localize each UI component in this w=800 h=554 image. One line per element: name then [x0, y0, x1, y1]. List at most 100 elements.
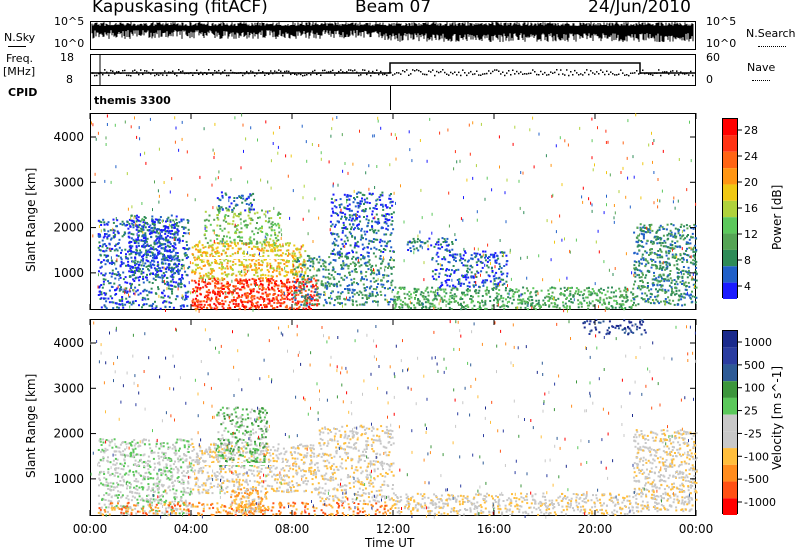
data-cell — [103, 229, 106, 232]
cpid-divider-left — [90, 86, 91, 110]
data-cell — [178, 241, 181, 244]
data-cell — [278, 301, 281, 304]
data-cell — [261, 297, 264, 300]
noise-cell — [657, 178, 659, 181]
data-cell — [538, 305, 541, 307]
data-cell — [442, 241, 445, 243]
data-cell — [334, 271, 337, 273]
data-cell — [356, 223, 359, 226]
data-cell — [267, 278, 270, 281]
data-cell — [534, 305, 536, 308]
data-cell — [691, 236, 694, 239]
noise-cell — [205, 278, 206, 282]
noise-cell — [581, 195, 583, 199]
data-cell — [363, 203, 365, 205]
data-cell — [180, 282, 183, 285]
data-cell — [671, 287, 673, 290]
data-cell — [224, 285, 227, 288]
data-cell — [114, 277, 117, 280]
noise-cell — [390, 132, 392, 136]
data-cell — [256, 283, 258, 286]
data-cell — [120, 286, 122, 289]
data-cell — [175, 231, 178, 234]
data-cell — [421, 307, 424, 310]
data-cell — [457, 268, 460, 271]
data-cell — [503, 265, 506, 267]
data-cell — [502, 297, 505, 300]
noise-cell — [484, 197, 486, 201]
data-cell — [664, 292, 667, 294]
data-cell — [441, 268, 444, 271]
data-cell — [143, 303, 146, 306]
data-cell — [366, 246, 369, 249]
data-cell — [182, 226, 185, 229]
data-cell — [676, 283, 679, 286]
freq-panel — [90, 54, 696, 86]
data-cell — [227, 243, 230, 246]
noise-cell — [168, 223, 170, 227]
data-cell — [670, 281, 673, 284]
data-cell — [179, 305, 182, 308]
data-cell — [333, 283, 336, 286]
noise-cell — [695, 202, 697, 206]
data-cell — [272, 239, 275, 242]
data-cell — [126, 221, 129, 224]
data-cell — [251, 268, 254, 271]
noise-cell — [186, 150, 188, 154]
data-cell — [215, 308, 218, 311]
data-cell — [345, 253, 348, 256]
data-cell — [357, 206, 360, 209]
data-cell — [109, 295, 112, 298]
data-cell — [364, 289, 367, 292]
data-cell — [373, 231, 375, 234]
data-cell — [459, 302, 462, 305]
data-cell — [115, 254, 118, 257]
data-cell — [178, 221, 181, 224]
noise-cell — [665, 300, 667, 304]
data-cell — [614, 289, 617, 292]
data-cell — [177, 268, 179, 271]
noise-cell — [567, 143, 569, 147]
data-cell — [233, 212, 236, 215]
data-cell — [451, 243, 454, 245]
data-cell — [133, 280, 136, 282]
data-cell — [667, 249, 670, 252]
data-cell — [422, 295, 425, 297]
data-cell — [236, 229, 239, 231]
data-cell — [305, 307, 308, 310]
data-cell — [351, 270, 354, 273]
data-cell — [111, 297, 114, 300]
data-cell — [161, 247, 164, 250]
data-cell — [337, 291, 340, 294]
data-cell — [307, 293, 309, 296]
data-cell — [176, 233, 179, 236]
data-cell — [196, 245, 199, 248]
data-cell — [158, 241, 161, 244]
data-cell — [466, 288, 469, 290]
noise-cell — [203, 127, 205, 131]
data-cell — [691, 295, 694, 298]
noise-cell — [622, 166, 624, 170]
data-cell — [526, 308, 529, 311]
data-cell — [659, 249, 662, 252]
data-cell — [385, 242, 388, 245]
data-cell — [356, 291, 359, 294]
data-cell — [354, 270, 357, 273]
data-cell — [434, 273, 437, 276]
data-cell — [370, 193, 373, 196]
noise-cell — [459, 159, 461, 163]
data-cell — [475, 261, 478, 264]
data-cell — [146, 229, 149, 232]
data-cell — [517, 289, 520, 292]
data-cell — [613, 299, 616, 302]
data-cell — [365, 238, 368, 241]
noise-cell — [662, 261, 664, 265]
data-cell — [200, 303, 203, 306]
data-cell — [236, 297, 239, 300]
data-cell — [102, 259, 105, 262]
data-cell — [250, 290, 252, 292]
data-cell — [277, 211, 280, 214]
data-cell — [284, 275, 287, 278]
data-cell — [168, 245, 171, 248]
data-cell — [268, 302, 271, 305]
